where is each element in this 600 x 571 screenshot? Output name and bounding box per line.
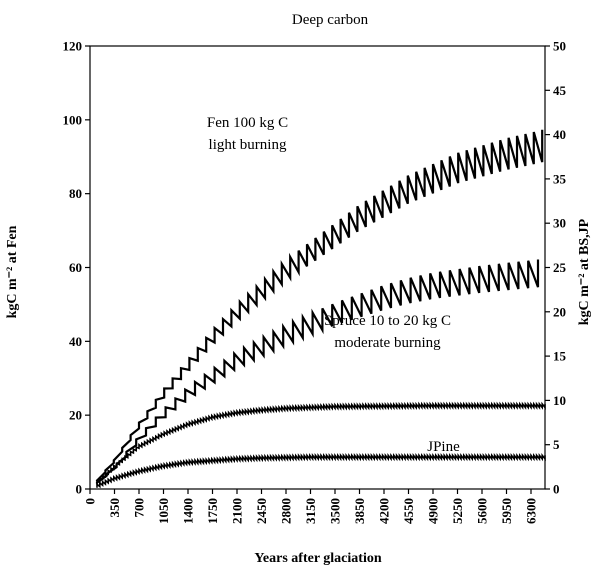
y-right-tick-label: 45 [553,83,567,98]
x-tick-label: 0 [83,498,98,505]
annotation-text: Fen 100 kg C [207,115,288,131]
x-tick-label: 4200 [377,498,392,524]
y-left-tick-label: 120 [63,39,83,54]
x-tick-label: 3150 [303,498,318,524]
chart-title: Deep carbon [292,12,369,28]
y-right-tick-label: 35 [553,171,567,186]
series-line-3 [96,452,546,489]
x-tick-label: 6300 [524,498,539,524]
x-tick-label: 1400 [181,498,196,524]
x-tick-label: 2100 [230,498,245,524]
annotations-layer: Fen 100 kg C light burning Spruce 10 to 20… [207,115,460,455]
x-tick-label: 2450 [254,498,269,524]
y-right-tick-label: 50 [553,39,566,54]
x-tick-label: 350 [107,498,122,518]
x-tick-label: 5250 [450,498,465,524]
annotation-text: Spruce 10 to 20 kg C [324,313,451,329]
series-line-1 [95,259,540,484]
y-right-tick-label: 15 [553,349,567,364]
y-left-tick-label: 20 [69,408,82,423]
y-right-tick-label: 40 [553,127,566,142]
annotation-text: moderate burning [334,335,441,351]
y-left-tick-label: 0 [76,482,83,497]
x-tick-label: 3500 [328,498,343,524]
x-tick-label: 1050 [156,498,171,524]
series-line-2 [96,401,546,485]
y-right-tick-label: 20 [553,304,566,319]
plot-border [89,45,546,490]
annotation-text: light burning [209,137,287,153]
series-line-0 [95,129,544,482]
annotation-text: JPine [427,439,460,455]
y-left-tick-label: 80 [69,186,82,201]
y-right-tick-label: 25 [553,260,567,275]
x-tick-label: 4550 [401,498,416,524]
x-tick-label: 5950 [499,498,514,524]
x-tick-label: 4900 [426,498,441,524]
x-axis-label: Years after glaciation [254,551,381,566]
y-left-tick-label: 60 [69,260,82,275]
x-tick-label: 3850 [352,498,367,524]
y-axis-left-label: kgC m⁻² at Fen [5,225,20,318]
right-y-axis: 0 5 10 15 20 25 30 35 40 45 50 [545,39,567,497]
x-tick-label: 5600 [475,498,490,524]
y-left-tick-label: 100 [63,112,83,127]
y-right-tick-label: 30 [553,216,566,231]
y-right-tick-label: 0 [553,482,560,497]
left-y-axis: 0 20 40 60 80 100 120 [63,39,90,497]
x-tick-label: 700 [132,498,147,518]
x-tick-label: 2800 [279,498,294,524]
series-layer [95,129,546,489]
x-axis: 0 350 700 1050 1400 1750 2100 2450 2800 3150 3500 3… [83,489,539,524]
plot-frame [89,45,546,490]
y-right-tick-label: 10 [553,393,566,408]
y-left-tick-label: 40 [69,334,82,349]
x-tick-label: 1750 [205,498,220,524]
y-right-tick-label: 5 [553,437,560,452]
y-axis-right-label: kgC m⁻² at BS,JP [577,218,592,325]
